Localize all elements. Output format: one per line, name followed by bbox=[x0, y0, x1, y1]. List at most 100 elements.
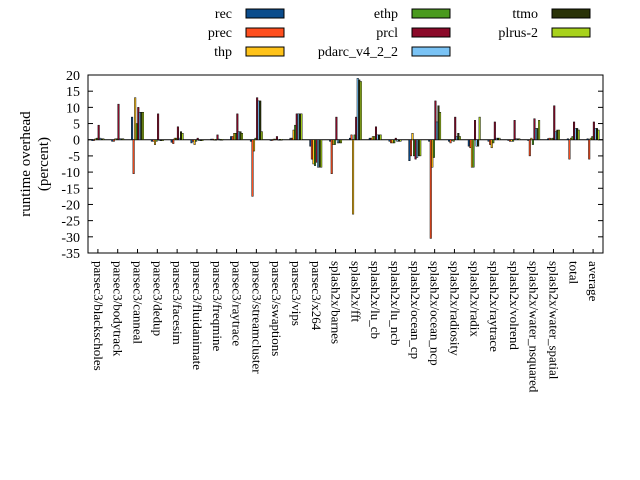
bar-plrus-2 bbox=[122, 138, 125, 140]
bar-prec bbox=[429, 139, 432, 239]
category-label: parsec3/freqmine bbox=[210, 261, 225, 351]
bar-prec bbox=[449, 139, 452, 144]
y-tick-label: 20 bbox=[66, 69, 80, 84]
bar-ethp bbox=[175, 137, 178, 140]
category-label: parsec3/canneal bbox=[131, 261, 146, 344]
category-label: parsec3/x264 bbox=[309, 261, 324, 331]
bar-plrus-2 bbox=[181, 133, 184, 140]
bar-rec bbox=[131, 116, 134, 140]
category-label: splash2x/raytrace bbox=[487, 261, 502, 352]
bar-pdarc_v4_2_2 bbox=[376, 134, 379, 140]
bar-thp bbox=[213, 139, 216, 141]
category-label: parsec3/vips bbox=[289, 261, 304, 326]
bar-rec bbox=[586, 138, 589, 140]
bar-prcl bbox=[157, 113, 160, 140]
category-label: splash2x/volrend bbox=[507, 261, 522, 350]
bar-pdarc_v4_2_2 bbox=[277, 139, 280, 141]
bar-pdarc_v4_2_2 bbox=[336, 139, 339, 144]
bars bbox=[88, 78, 603, 253]
bar-pdarc_v4_2_2 bbox=[158, 139, 161, 141]
category-label: total bbox=[566, 261, 581, 284]
legend-swatch bbox=[245, 46, 285, 57]
bar-prec bbox=[588, 139, 591, 160]
bar-thp bbox=[530, 137, 533, 140]
category-label: splash2x/ocean_ncp bbox=[428, 261, 443, 366]
bar-ethp bbox=[214, 139, 217, 141]
bar-prec bbox=[93, 139, 96, 141]
bar-ttmo bbox=[556, 129, 559, 140]
y-axis-title: runtime overhead (percent) bbox=[18, 111, 52, 217]
bar-pdarc_v4_2_2 bbox=[138, 111, 141, 140]
bar-group bbox=[170, 126, 184, 144]
bar-prec bbox=[409, 139, 412, 157]
bar-plrus-2 bbox=[478, 116, 481, 140]
bar-pdarc_v4_2_2 bbox=[455, 136, 458, 140]
legend-swatch bbox=[411, 46, 451, 57]
bar-thp bbox=[173, 137, 176, 140]
bar-ttmo bbox=[378, 134, 381, 140]
bar-thp bbox=[292, 129, 295, 140]
bar-group bbox=[586, 121, 600, 160]
bar-ethp bbox=[531, 139, 534, 145]
bar-ttmo bbox=[338, 139, 341, 144]
bar-group bbox=[190, 137, 204, 145]
y-tick-label: 10 bbox=[66, 101, 80, 116]
bar-prec bbox=[152, 139, 155, 142]
legend-entry-thp: thp bbox=[214, 45, 285, 60]
bar-thp bbox=[312, 139, 315, 165]
bar-ttmo bbox=[100, 138, 103, 140]
bar-pdarc_v4_2_2 bbox=[416, 139, 419, 158]
bar-group bbox=[408, 133, 422, 161]
bar-thp bbox=[510, 139, 513, 142]
bar-ethp bbox=[274, 138, 277, 141]
bar-plrus-2 bbox=[240, 133, 243, 140]
bar-pdarc_v4_2_2 bbox=[178, 137, 181, 140]
bar-rec bbox=[368, 137, 371, 140]
bar-pdarc_v4_2_2 bbox=[356, 78, 359, 140]
bar-prcl bbox=[592, 121, 595, 140]
y-tick-label: -35 bbox=[61, 247, 80, 262]
bar-pdarc_v4_2_2 bbox=[396, 139, 399, 142]
bar-group bbox=[131, 97, 144, 174]
bar-prec bbox=[390, 139, 393, 144]
legend-swatch bbox=[551, 27, 591, 38]
bar-prec bbox=[350, 134, 353, 140]
bar-pdarc_v4_2_2 bbox=[435, 121, 438, 140]
bar-rec bbox=[329, 139, 332, 142]
y-tick-label: -10 bbox=[61, 166, 80, 181]
bar-thp bbox=[569, 137, 572, 140]
bar-prec bbox=[310, 139, 313, 160]
bar-prcl bbox=[355, 116, 358, 140]
bar-pdarc_v4_2_2 bbox=[198, 139, 201, 141]
bar-thp bbox=[233, 133, 236, 140]
bar-plrus-2 bbox=[458, 136, 461, 140]
bar-ethp bbox=[551, 137, 554, 140]
bar-rec bbox=[289, 137, 292, 140]
bar-group bbox=[467, 116, 481, 168]
bar-ttmo bbox=[477, 139, 480, 147]
legend-entry-pdarc_v4_2_2: pdarc_v4_2_2 bbox=[318, 45, 451, 60]
bar-group bbox=[210, 134, 224, 141]
bar-group bbox=[230, 113, 243, 140]
bar-ttmo bbox=[516, 138, 519, 140]
bar-prec bbox=[291, 137, 294, 140]
bar-prcl bbox=[196, 137, 199, 140]
bar-rec bbox=[428, 139, 431, 142]
bar-ethp bbox=[254, 137, 257, 140]
bar-plrus-2 bbox=[439, 111, 442, 140]
bar-rec bbox=[170, 139, 173, 143]
bar-ethp bbox=[135, 123, 138, 140]
bar-prcl bbox=[474, 120, 477, 140]
legend-swatch bbox=[245, 27, 285, 38]
bar-prcl bbox=[513, 120, 516, 140]
bar-ethp bbox=[155, 139, 158, 142]
bar-thp bbox=[391, 139, 394, 144]
bar-rec bbox=[190, 139, 193, 144]
legend-label: prec bbox=[208, 26, 232, 41]
bar-ttmo bbox=[536, 128, 539, 140]
bar-plrus-2 bbox=[498, 137, 501, 140]
category-label: splash2x/fft bbox=[348, 261, 363, 323]
bar-group bbox=[368, 126, 382, 140]
bar-group bbox=[527, 118, 541, 157]
legend-swatch bbox=[411, 8, 451, 19]
